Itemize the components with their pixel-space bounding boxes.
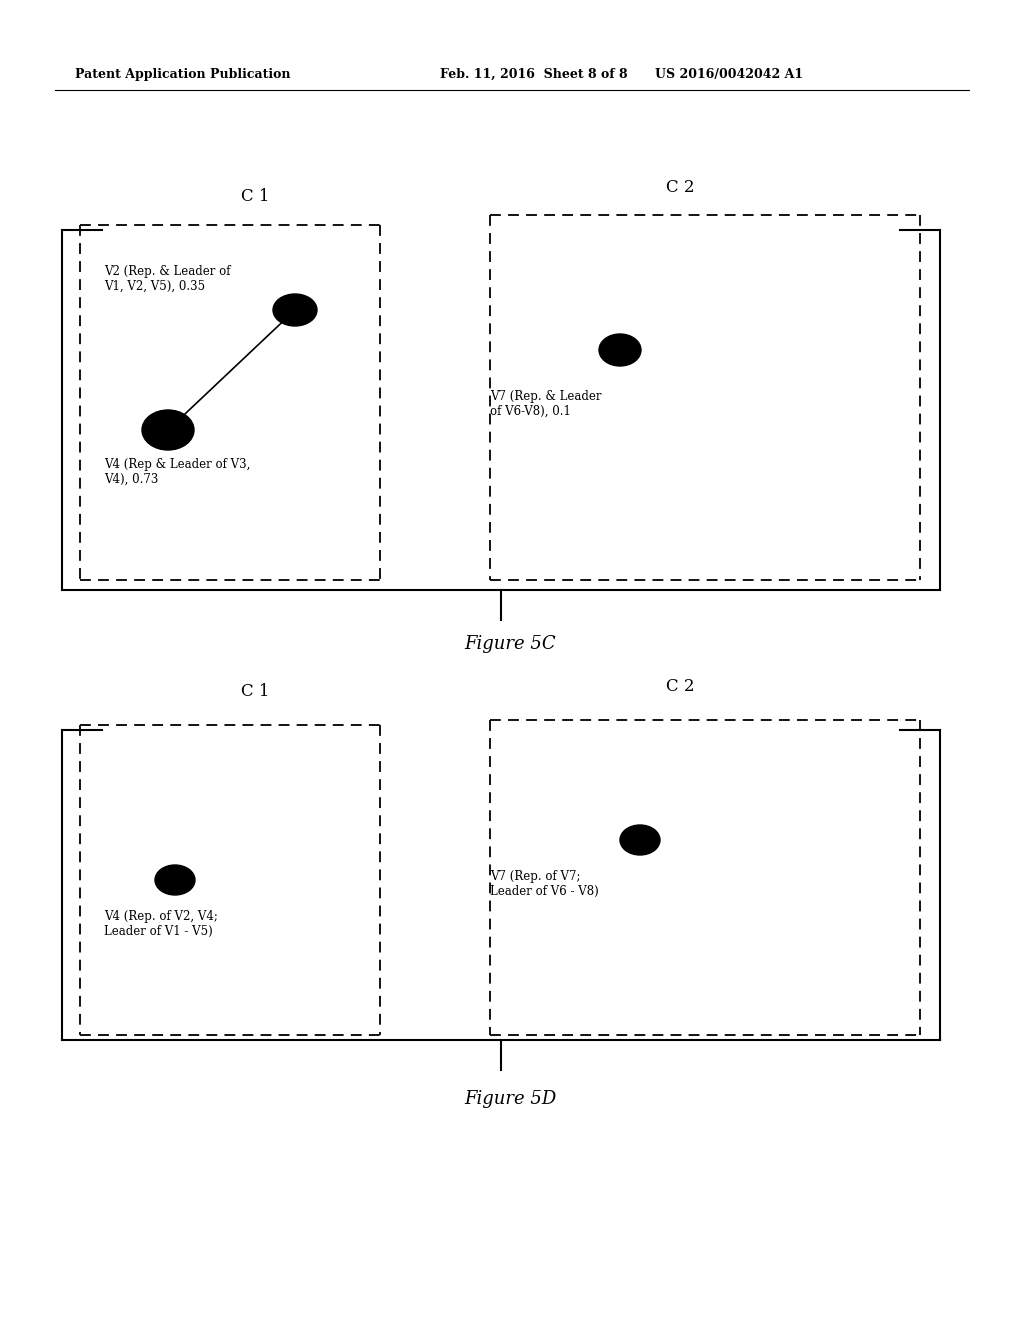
Text: Figure 5D: Figure 5D — [464, 1090, 556, 1107]
Ellipse shape — [273, 294, 317, 326]
Text: V7 (Rep. & Leader
of V6-V8), 0.1: V7 (Rep. & Leader of V6-V8), 0.1 — [490, 389, 601, 418]
Text: C 1: C 1 — [241, 682, 269, 700]
Text: Patent Application Publication: Patent Application Publication — [75, 69, 291, 81]
Text: C 1: C 1 — [241, 187, 269, 205]
Text: C 2: C 2 — [666, 180, 694, 195]
Text: V2 (Rep. & Leader of
V1, V2, V5), 0.35: V2 (Rep. & Leader of V1, V2, V5), 0.35 — [104, 265, 230, 293]
Text: V7 (Rep. of V7;
Leader of V6 - V8): V7 (Rep. of V7; Leader of V6 - V8) — [490, 870, 599, 898]
Text: US 2016/0042042 A1: US 2016/0042042 A1 — [655, 69, 804, 81]
Text: Figure 5C: Figure 5C — [464, 635, 556, 653]
Ellipse shape — [142, 411, 194, 450]
Text: V4 (Rep. of V2, V4;
Leader of V1 - V5): V4 (Rep. of V2, V4; Leader of V1 - V5) — [104, 909, 218, 939]
Ellipse shape — [155, 865, 195, 895]
Text: Feb. 11, 2016  Sheet 8 of 8: Feb. 11, 2016 Sheet 8 of 8 — [440, 69, 628, 81]
Text: C 2: C 2 — [666, 678, 694, 696]
Text: V4 (Rep & Leader of V3,
V4), 0.73: V4 (Rep & Leader of V3, V4), 0.73 — [104, 458, 251, 486]
Ellipse shape — [599, 334, 641, 366]
Ellipse shape — [620, 825, 660, 855]
